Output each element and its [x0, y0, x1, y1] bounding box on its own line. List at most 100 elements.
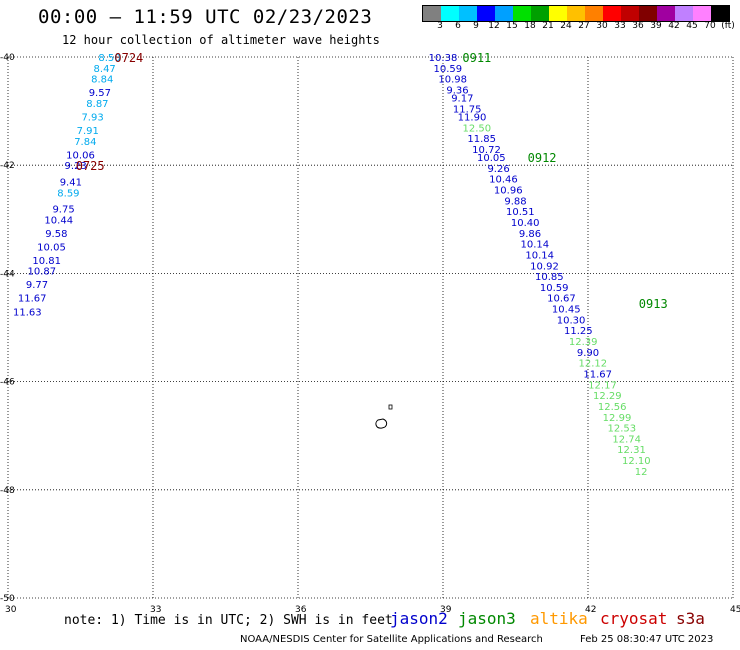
swh-value: 9.41	[60, 177, 82, 188]
colorbar-label: 45	[686, 21, 698, 31]
swh-value: 8.87	[86, 99, 108, 110]
swh-value: 9.36	[446, 85, 468, 96]
colorbar-swatch	[621, 6, 639, 21]
swh-value: 10.98	[438, 75, 467, 86]
swh-value: 10.05	[477, 153, 506, 164]
colorbar-swatch	[513, 6, 531, 21]
map-grid: 30 33 36 39 42 45 -40 -42 -44 -46 -48 -50	[0, 53, 740, 615]
colorbar-label: 36	[632, 21, 644, 31]
swh-value: 10.72	[472, 145, 501, 156]
colorbar-swatch	[441, 6, 459, 21]
map-frame	[8, 57, 733, 598]
swh-value: 11.63	[13, 307, 42, 318]
lat-tick-label: -44	[0, 269, 15, 279]
colorbar-swatch	[459, 6, 477, 21]
lon-tick-label: 39	[440, 605, 452, 615]
swh-value: 9.86	[519, 229, 541, 240]
swh-value: 12.10	[622, 456, 651, 467]
swh-value: 7.93	[81, 113, 103, 124]
colorbar-swatch	[477, 6, 495, 21]
colorbar	[422, 5, 730, 22]
lat-tick-label: -48	[0, 486, 15, 496]
swh-value: 9.17	[451, 94, 473, 105]
swh-value: 9.75	[52, 204, 74, 215]
colorbar-swatch	[693, 6, 711, 21]
lon-tick-label: 33	[150, 605, 161, 615]
colorbar-labels: 3 6 9 12 15 18 21 24 27 30 33 36 39 42 45 70 (ft)	[422, 21, 740, 35]
swh-value: 8.47	[94, 64, 116, 75]
swh-value: 9.88	[504, 196, 526, 207]
lat-tick-label: -46	[0, 378, 15, 388]
colorbar-label: 15	[506, 21, 518, 31]
colorbar-swatch	[567, 6, 585, 21]
island-shape	[375, 418, 388, 429]
swh-value: 12.29	[593, 391, 622, 402]
colorbar-swatch	[675, 6, 693, 21]
footer-credit: NOAA/NESDIS Center for Satellite Applica…	[240, 634, 543, 645]
swh-value: 12.99	[603, 413, 632, 424]
lon-tick-label: 30	[5, 605, 17, 615]
islet-shape	[388, 404, 393, 410]
swh-value: 10.59	[434, 64, 463, 75]
swh-value: 10.51	[506, 207, 535, 218]
swh-value: 12.31	[617, 445, 646, 456]
swh-value: 9.26	[487, 164, 509, 175]
island-outline	[375, 404, 393, 429]
swh-value: 12.53	[608, 424, 637, 435]
legend-s3a: s3a	[676, 609, 705, 628]
colorbar-swatch	[549, 6, 567, 21]
swh-value: 11.75	[453, 104, 482, 115]
pass-time-label: 0911	[462, 51, 491, 65]
swh-value: 9.23	[65, 161, 87, 172]
colorbar-label: 9	[473, 21, 479, 31]
swh-value: 12.12	[579, 359, 608, 370]
page-subtitle: 12 hour collection of altimeter wave hei…	[62, 33, 380, 47]
colorbar-swatch	[495, 6, 513, 21]
swh-value: 11.25	[564, 326, 593, 337]
colorbar-swatch	[639, 6, 657, 21]
colorbar-label: 33	[614, 21, 626, 31]
colorbar-swatch	[423, 6, 441, 21]
swh-value: 11.67	[583, 369, 612, 380]
swh-value: 7.91	[77, 126, 99, 137]
colorbar-swatch	[657, 6, 675, 21]
legend-jason3: jason3	[458, 609, 516, 628]
swh-value: 10.44	[44, 215, 73, 226]
swh-value: 9.90	[577, 348, 599, 359]
legend-altika: altika	[530, 609, 588, 628]
swh-value: 12	[635, 467, 648, 478]
lon-tick-label: 45	[730, 605, 740, 615]
legend-jason2: jason2	[390, 609, 448, 628]
swh-value: 7.84	[74, 137, 96, 148]
colorbar-swatch	[603, 6, 621, 21]
swh-value: 10.87	[28, 267, 57, 278]
colorbar-swatch	[711, 6, 729, 21]
swh-value: 12.56	[598, 402, 627, 413]
swh-value: 12.39	[569, 337, 598, 348]
swh-points: 8.508.478.849.578.877.937.917.8410.069.2…	[13, 51, 668, 478]
swh-value: 11.90	[458, 113, 487, 124]
swh-value: 9.58	[45, 229, 67, 240]
swh-value: 11.85	[467, 134, 496, 145]
pass-time-label: 0913	[639, 297, 668, 311]
swh-value: 10.96	[494, 186, 523, 197]
legend-cryosat: cryosat	[600, 609, 668, 628]
colorbar-label: 18	[524, 21, 536, 31]
swh-value: 10.38	[429, 53, 458, 64]
swh-value: 10.67	[547, 294, 576, 305]
swh-value: 8.50	[98, 53, 120, 64]
note-text: note: 1) Time is in UTC; 2) SWH is in fe…	[64, 613, 393, 628]
swh-value: 10.14	[521, 240, 550, 251]
swh-value: 11.67	[18, 294, 47, 305]
swh-value: 12.50	[463, 123, 492, 134]
colorbar-label: 21	[542, 21, 554, 31]
swh-value: 9.77	[26, 280, 48, 291]
swh-value: 10.06	[66, 150, 95, 161]
swh-value: 9.57	[89, 88, 111, 99]
swh-value: 8.84	[91, 75, 113, 86]
lon-tick-label: 36	[295, 605, 307, 615]
swh-value: 10.05	[37, 242, 66, 253]
pass-time-label: 0725	[76, 159, 105, 173]
pass-time-label: 0912	[528, 151, 557, 165]
